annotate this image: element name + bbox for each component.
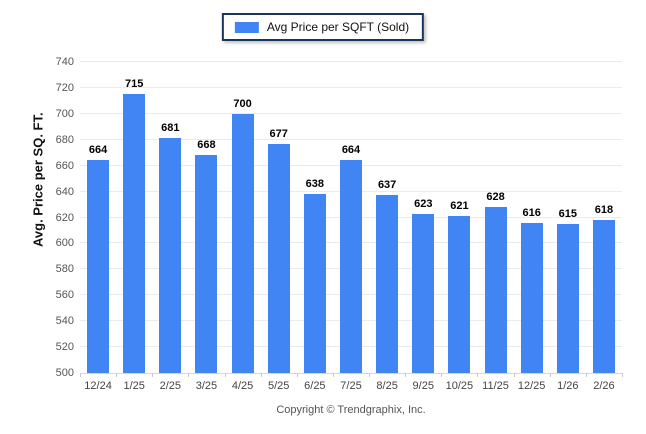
gridline xyxy=(80,61,622,62)
bar-value-label: 628 xyxy=(486,191,505,204)
x-axis-tick-mark xyxy=(332,373,334,377)
bar-6/25 xyxy=(303,194,326,373)
x-axis-tick-mark xyxy=(296,373,298,377)
legend-label: Avg Price per SQFT (Sold) xyxy=(266,20,410,34)
y-axis-tick-label: 520 xyxy=(55,341,74,354)
bar-value-label: 677 xyxy=(269,127,288,140)
x-axis-tick-mark xyxy=(622,373,623,377)
bar-value-label: 621 xyxy=(450,200,469,213)
bar-3/25 xyxy=(195,155,218,373)
x-axis-tick-label: 5/25 xyxy=(268,380,290,392)
x-axis-tick-mark xyxy=(188,373,190,377)
bar-value-label: 616 xyxy=(522,206,541,219)
bar-value-label: 623 xyxy=(414,197,433,210)
bar-value-label: 664 xyxy=(88,144,108,157)
x-axis-tick-label: 3/25 xyxy=(195,380,218,392)
x-axis-tick-mark xyxy=(513,373,515,377)
bar-value-label: 664 xyxy=(341,144,361,157)
y-axis-tick-label: 660 xyxy=(55,159,74,172)
x-axis-tick-label: 8/25 xyxy=(376,380,398,392)
bar-value-label: 700 xyxy=(233,97,252,110)
x-axis-tick-label: 1/25 xyxy=(123,380,145,392)
bar-12/25 xyxy=(520,222,543,373)
bar-9/25 xyxy=(412,213,435,373)
bar-value-label: 668 xyxy=(197,139,216,152)
y-axis-tick-label: 700 xyxy=(55,107,74,120)
y-axis-tick-label: 680 xyxy=(55,133,74,146)
x-axis-tick-mark xyxy=(260,373,262,377)
gridline xyxy=(80,86,622,88)
x-axis-tick-mark xyxy=(477,373,479,377)
copyright-text: Copyright © Trendgraphix, Inc. xyxy=(276,404,426,416)
y-axis-tick-label: 720 xyxy=(55,81,74,94)
x-axis-tick-label: 2/26 xyxy=(593,380,615,392)
y-axis-tick-label: 640 xyxy=(55,185,74,198)
x-axis-tick-mark xyxy=(369,373,371,377)
bar-5/25 xyxy=(267,143,290,373)
bar-value-label: 681 xyxy=(161,122,180,135)
bar-value-label: 637 xyxy=(377,179,397,192)
bar-2/26 xyxy=(592,220,615,373)
chart-legend: Avg Price per SQFT (Sold) xyxy=(221,13,425,41)
x-axis-tick-label: 10/25 xyxy=(445,380,474,392)
x-axis-tick-label: 12/25 xyxy=(517,380,546,392)
bar-7/25 xyxy=(340,160,362,373)
bar-12/24 xyxy=(87,160,110,373)
bar-value-label: 615 xyxy=(558,207,577,220)
bar-value-label: 618 xyxy=(594,204,614,217)
x-axis-tick-label: 11/25 xyxy=(482,380,509,392)
x-axis-tick-label: 7/25 xyxy=(340,380,362,392)
x-axis-tick-label: 9/25 xyxy=(412,380,434,392)
x-axis-tick-label: 4/25 xyxy=(231,380,254,392)
x-axis-tick-mark xyxy=(585,373,587,377)
x-axis-tick-label: 2/25 xyxy=(159,380,182,392)
bar-8/25 xyxy=(376,195,399,373)
x-axis-tick-label: 6/25 xyxy=(304,380,326,392)
plot-area: 664 715 681 668 700 677 638 664 637 623 621 628 616 6… xyxy=(80,61,623,377)
x-axis-tick-mark xyxy=(441,373,443,377)
bar-4/25 xyxy=(231,113,254,373)
x-axis-tick-mark xyxy=(405,373,407,377)
bar-value-label: 638 xyxy=(305,178,325,191)
bar-2/25 xyxy=(159,138,182,373)
gridline xyxy=(80,112,622,114)
y-axis-tick-label: 500 xyxy=(55,367,74,379)
bar-1/25 xyxy=(123,94,146,373)
bar-10/25 xyxy=(448,216,471,373)
y-axis-tick-label: 620 xyxy=(55,211,74,224)
x-axis-tick-mark xyxy=(80,373,81,377)
x-axis-tick-label: 1/26 xyxy=(557,380,579,392)
gridline xyxy=(80,138,622,140)
x-axis-tick-mark xyxy=(224,373,226,377)
x-axis-tick-mark xyxy=(549,373,551,377)
y-axis-tick-label: 560 xyxy=(55,289,74,302)
bar-value-label: 715 xyxy=(125,78,144,91)
x-axis-tick-label: 12/24 xyxy=(84,380,112,392)
bar-11/25 xyxy=(484,207,507,373)
y-axis-tick-label: 600 xyxy=(55,237,74,250)
legend-color-swatch xyxy=(234,21,259,33)
x-axis-tick-mark xyxy=(152,373,154,377)
x-axis-tick-mark xyxy=(116,373,118,377)
bar-1/26 xyxy=(556,223,579,373)
y-axis-tick-label: 540 xyxy=(55,315,74,328)
y-axis-tick-label: 740 xyxy=(55,56,74,68)
y-axis-tick-label: 580 xyxy=(55,263,74,276)
